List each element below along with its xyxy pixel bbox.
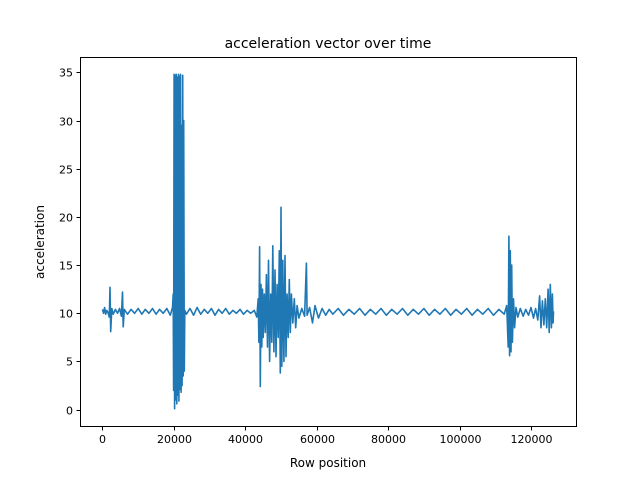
x-tick-label: 80000 xyxy=(371,433,406,446)
y-axis-ticks: 0 5 10 15 20 25 30 35 xyxy=(59,67,81,418)
x-tick-label: 60000 xyxy=(300,433,335,446)
x-tick-label: 20000 xyxy=(157,433,192,446)
x-axis-ticks: 0 20000 40000 60000 80000 100000 120000 xyxy=(99,426,553,446)
plot-area xyxy=(101,73,555,410)
y-tick-label: 10 xyxy=(59,308,73,321)
y-tick-label: 5 xyxy=(66,356,73,369)
y-tick-label: 20 xyxy=(59,212,73,225)
y-tick-label: 15 xyxy=(59,260,73,273)
y-tick-label: 30 xyxy=(59,116,73,129)
x-axis-label: Row position xyxy=(290,456,366,470)
axes-frame xyxy=(80,57,577,427)
y-axis-label: acceleration xyxy=(33,205,47,279)
y-tick-label: 0 xyxy=(66,405,73,418)
x-tick-label: 100000 xyxy=(440,433,482,446)
y-tick-label: 35 xyxy=(59,67,73,80)
series-line-0 xyxy=(101,73,555,410)
x-tick-label: 0 xyxy=(99,433,106,446)
chart-title: acceleration vector over time xyxy=(225,36,432,52)
y-tick-label: 25 xyxy=(59,164,73,177)
x-tick-label: 40000 xyxy=(228,433,263,446)
x-tick-label: 120000 xyxy=(511,433,553,446)
